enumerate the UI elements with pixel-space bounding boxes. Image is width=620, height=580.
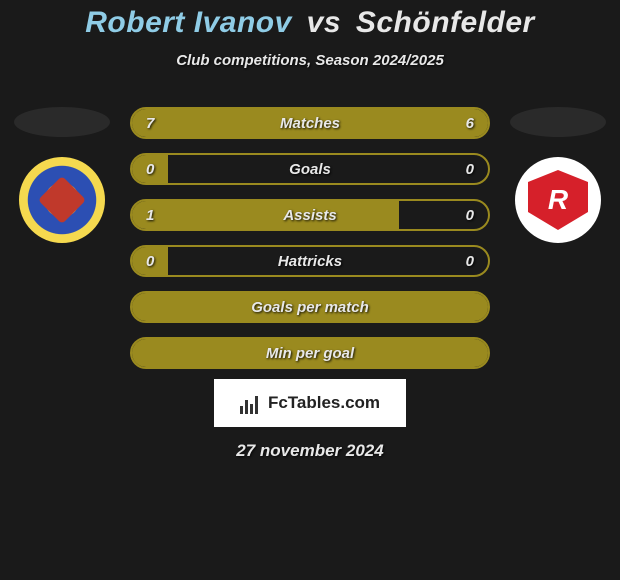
stat-label: Matches bbox=[280, 115, 340, 132]
stat-label: Goals bbox=[289, 161, 331, 178]
stat-value-left: 1 bbox=[146, 207, 154, 224]
chart-icon bbox=[240, 392, 262, 414]
stat-label: Min per goal bbox=[266, 345, 354, 362]
stat-value-left: 0 bbox=[146, 161, 154, 178]
page-title: Robert Ivanov vs Schönfelder bbox=[0, 6, 620, 40]
player2-photo-placeholder bbox=[510, 107, 606, 137]
date-text: 27 november 2024 bbox=[0, 441, 620, 461]
stat-value-right: 0 bbox=[466, 207, 474, 224]
stat-value-right: 0 bbox=[466, 253, 474, 270]
stat-row: 0 Hattricks 0 bbox=[130, 245, 490, 277]
right-side: R bbox=[508, 107, 608, 243]
stat-row: Goals per match bbox=[130, 291, 490, 323]
stat-row: Min per goal bbox=[130, 337, 490, 369]
player2-name: Schönfelder bbox=[356, 6, 535, 39]
player1-club-crest bbox=[19, 157, 105, 243]
stat-row: 7 Matches 6 bbox=[130, 107, 490, 139]
subtitle: Club competitions, Season 2024/2025 bbox=[0, 52, 620, 69]
stat-row: 0 Goals 0 bbox=[130, 153, 490, 185]
stat-value-left: 0 bbox=[146, 253, 154, 270]
watermark-text: FcTables.com bbox=[268, 393, 380, 413]
stat-fill-right bbox=[324, 109, 488, 137]
stat-fill-left bbox=[132, 201, 399, 229]
stat-row: 1 Assists 0 bbox=[130, 199, 490, 231]
stat-label: Goals per match bbox=[251, 299, 369, 316]
player1-photo-placeholder bbox=[14, 107, 110, 137]
stat-value-right: 6 bbox=[466, 115, 474, 132]
stat-label: Assists bbox=[283, 207, 336, 224]
stat-label: Hattricks bbox=[278, 253, 342, 270]
left-side bbox=[12, 107, 112, 243]
player1-name: Robert Ivanov bbox=[85, 6, 292, 39]
stat-value-left: 7 bbox=[146, 115, 154, 132]
watermark-badge: FcTables.com bbox=[214, 379, 406, 427]
player2-club-crest: R bbox=[515, 157, 601, 243]
main-layout: 7 Matches 6 0 Goals 0 1 Assists 0 0 Hattricks 0 Goal… bbox=[0, 107, 620, 369]
comparison-card: Robert Ivanov vs Schönfelder Club compet… bbox=[0, 0, 620, 461]
stat-value-right: 0 bbox=[466, 161, 474, 178]
vs-text: vs bbox=[307, 6, 341, 39]
stats-column: 7 Matches 6 0 Goals 0 1 Assists 0 0 Hattricks 0 Goal… bbox=[130, 107, 490, 369]
crest-letter: R bbox=[548, 184, 568, 216]
